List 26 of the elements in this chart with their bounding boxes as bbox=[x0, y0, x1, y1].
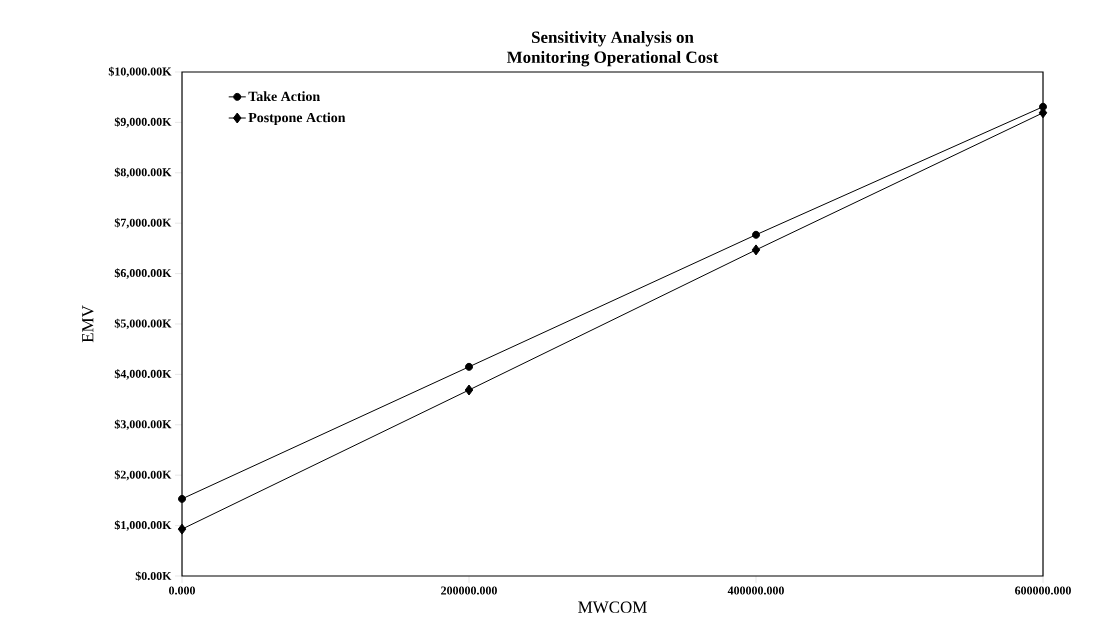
y-tick-label: $0.00K bbox=[135, 571, 172, 581]
x-axis-title: MWCOM bbox=[578, 601, 647, 613]
point bbox=[177, 523, 187, 535]
point bbox=[178, 494, 186, 503]
y-tick-label: $8,000.00K bbox=[114, 167, 172, 179]
y-tick-label: $4,000.00K bbox=[114, 369, 172, 380]
y-tick-label: $2,000.00K bbox=[114, 469, 172, 481]
y-tick-label: $5,000.00K bbox=[114, 318, 172, 330]
x-tick-label: 200000.000 bbox=[441, 586, 497, 595]
legend-label: Take Action bbox=[248, 91, 320, 102]
x-tick-label: 600000.000 bbox=[1015, 586, 1071, 595]
y-tick-label: $9,000.00K bbox=[114, 117, 172, 128]
y-tick-label: $7,000.00K bbox=[114, 217, 172, 229]
x-tick-label: 400000.000 bbox=[727, 586, 784, 595]
y-tick-label: $1,000.00K bbox=[114, 520, 172, 531]
legend-label: Postpone Action bbox=[248, 112, 346, 126]
point bbox=[464, 384, 474, 396]
y-tick-label: $3,000.00K bbox=[114, 419, 172, 431]
y-tick-label: $6,000.00K bbox=[114, 268, 172, 279]
chart-title: Sensitivity Analysis on Monitoring Operational Cost bbox=[506, 31, 719, 67]
y-tick-label: $10,000.00K bbox=[108, 66, 172, 78]
point bbox=[751, 244, 761, 256]
point bbox=[752, 230, 760, 239]
y-axis-title: EMV bbox=[82, 305, 94, 343]
point bbox=[465, 362, 473, 371]
x-tick-label: 0.000 bbox=[169, 586, 195, 595]
